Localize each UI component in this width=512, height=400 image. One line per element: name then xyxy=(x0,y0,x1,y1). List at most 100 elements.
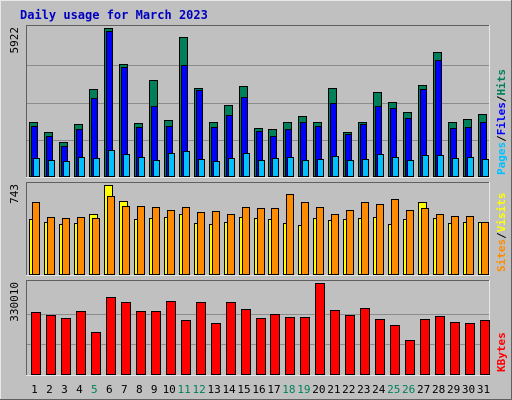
bar-kbytes-day-26 xyxy=(405,340,415,375)
bar-pages-day-21 xyxy=(332,156,339,177)
bar-kbytes-day-15 xyxy=(241,309,251,375)
bar-sites-day-7 xyxy=(122,206,130,275)
bar-sites-day-30 xyxy=(466,216,474,275)
x-tick-label-day-10: 10 xyxy=(163,383,176,396)
bar-sites-day-31 xyxy=(481,222,489,275)
y-max-label: 5922 xyxy=(8,27,21,54)
axis-title-hits-files-pages: Pages/Files/Hits xyxy=(495,69,508,175)
x-axis-labels: 1 2 3 4 5 6 7 8 9 10 11 12 13 14 15 16 17 18 19 20 21 22 23 24 2… xyxy=(31,383,490,396)
axis-title-part: / xyxy=(495,135,508,142)
x-tick-label-day-12: 12 xyxy=(193,383,206,396)
bar-sites-day-8 xyxy=(137,206,145,275)
bar-pages-day-1 xyxy=(33,158,40,177)
bar-sites-day-2 xyxy=(47,217,55,275)
bar-pages-day-13 xyxy=(213,161,220,177)
bar-sites-day-16 xyxy=(257,208,265,275)
bar-pages-day-23 xyxy=(362,159,369,177)
bar-kbytes-day-8 xyxy=(136,311,146,375)
bar-kbytes-day-20 xyxy=(315,283,325,375)
bar-pages-day-9 xyxy=(153,160,160,177)
bar-sites-day-25 xyxy=(391,199,399,275)
axis-title-part: Visits xyxy=(495,193,508,233)
x-tick-label-day-2: 2 xyxy=(46,383,53,396)
bar-sites-day-6 xyxy=(107,196,115,275)
bar-pages-day-7 xyxy=(123,154,130,177)
bar-kbytes-day-17 xyxy=(270,314,280,375)
bar-pages-day-15 xyxy=(243,153,250,177)
x-tick-label-day-15: 15 xyxy=(237,383,250,396)
bar-kbytes-day-19 xyxy=(300,317,310,375)
bar-sites-day-9 xyxy=(152,207,160,275)
bar-pages-day-25 xyxy=(392,157,399,177)
x-tick-label-day-14: 14 xyxy=(222,383,236,396)
x-tick-label-day-4: 4 xyxy=(76,383,83,396)
bar-pages-day-10 xyxy=(168,153,175,177)
y-max-label: 330010 xyxy=(8,282,21,322)
bar-kbytes-day-9 xyxy=(151,311,161,375)
x-tick-label-day-6: 6 xyxy=(106,383,113,396)
bar-kbytes-day-31 xyxy=(480,320,490,375)
bar-kbytes-day-11 xyxy=(181,320,191,375)
bar-kbytes-day-21 xyxy=(330,310,340,375)
x-tick-label-day-16: 16 xyxy=(252,383,265,396)
x-tick-label-day-21: 21 xyxy=(327,383,340,396)
panel-hits-files-pages: 5922 Pages/Files/Hits xyxy=(8,25,508,178)
bar-pages-day-6 xyxy=(108,150,115,177)
bar-kbytes-day-22 xyxy=(345,315,355,375)
y-max-label: 743 xyxy=(8,184,21,204)
x-tick-label-day-3: 3 xyxy=(61,383,68,396)
bar-sites-day-4 xyxy=(77,217,85,275)
bar-pages-day-26 xyxy=(407,160,414,177)
x-tick-label-day-26: 26 xyxy=(402,383,415,396)
bar-sites-day-23 xyxy=(361,202,369,275)
x-tick-label-day-23: 23 xyxy=(357,383,370,396)
axis-title-part: Files xyxy=(495,102,508,135)
x-tick-label-day-18: 18 xyxy=(282,383,295,396)
x-tick-label-day-29: 29 xyxy=(447,383,460,396)
bar-pages-day-3 xyxy=(63,161,70,177)
bar-kbytes-day-23 xyxy=(360,308,370,375)
bar-sites-day-3 xyxy=(62,218,70,275)
bar-kbytes-day-25 xyxy=(390,325,400,375)
axis-title-part: / xyxy=(495,95,508,102)
bar-sites-day-13 xyxy=(212,211,220,275)
x-tick-label-day-28: 28 xyxy=(432,383,445,396)
x-tick-label-day-20: 20 xyxy=(312,383,325,396)
bar-kbytes-day-4 xyxy=(76,311,86,375)
axis-title-part: Pages xyxy=(495,142,508,175)
panel-visits-sites: 743 Sites/Visits xyxy=(8,182,508,276)
bar-kbytes-day-2 xyxy=(46,315,56,375)
bar-pages-day-14 xyxy=(228,158,235,177)
x-tick-label-day-11: 11 xyxy=(178,383,191,396)
bar-sites-day-28 xyxy=(436,214,444,275)
axis-title-part: / xyxy=(495,232,508,239)
bar-kbytes-day-29 xyxy=(450,322,460,375)
bar-kbytes-day-18 xyxy=(285,317,295,375)
bar-sites-day-21 xyxy=(331,214,339,275)
bar-kbytes-day-30 xyxy=(465,323,475,375)
bar-sites-day-12 xyxy=(197,212,205,275)
bar-pages-day-12 xyxy=(198,159,205,177)
bar-pages-day-29 xyxy=(452,158,459,177)
bar-sites-day-1 xyxy=(32,202,40,275)
bar-pages-day-18 xyxy=(287,157,294,177)
bar-pages-day-8 xyxy=(138,157,145,177)
bar-kbytes-day-28 xyxy=(435,316,445,375)
bar-kbytes-day-10 xyxy=(166,301,176,375)
bar-pages-day-4 xyxy=(78,157,85,177)
x-tick-label-day-17: 17 xyxy=(267,383,280,396)
bar-pages-day-31 xyxy=(482,159,489,177)
x-tick-label-day-8: 8 xyxy=(136,383,143,396)
bar-kbytes-day-27 xyxy=(420,319,430,375)
bar-kbytes-day-24 xyxy=(375,319,385,375)
bar-pages-day-5 xyxy=(93,158,100,177)
bar-kbytes-day-16 xyxy=(256,318,266,375)
x-tick-label-day-24: 24 xyxy=(372,383,386,396)
bar-kbytes-day-1 xyxy=(31,312,41,375)
bar-sites-day-5 xyxy=(92,218,100,275)
bar-sites-day-24 xyxy=(376,204,384,275)
axis-title-part: KBytes xyxy=(495,332,508,372)
chart-title: Daily usage for March 2023 xyxy=(20,8,208,22)
